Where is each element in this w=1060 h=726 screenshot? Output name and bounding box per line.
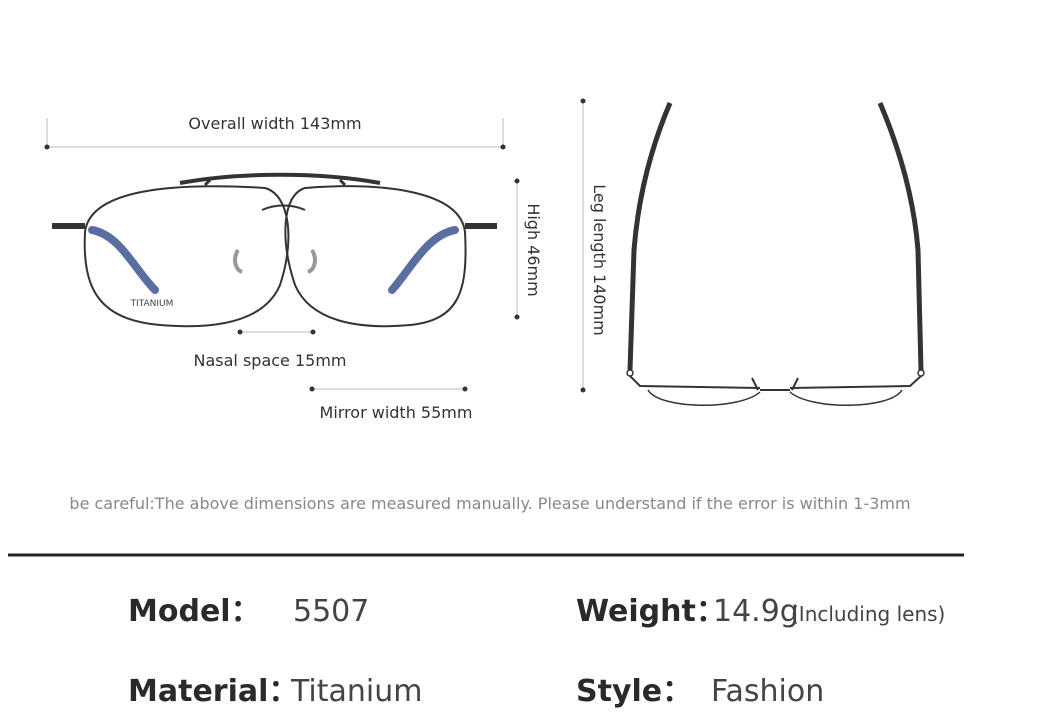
note: be careful:The above dimensions are meas… bbox=[69, 494, 910, 513]
style-label: Style： bbox=[576, 674, 692, 709]
overall-width: Overall width 143mm bbox=[188, 114, 361, 133]
weight-label: Weight： bbox=[576, 594, 726, 629]
leg-length: Leg length 140mm bbox=[590, 184, 609, 336]
dimension-lines bbox=[44, 98, 586, 393]
top-view bbox=[626, 102, 925, 406]
mirror-width: Mirror width 55mm bbox=[320, 403, 473, 422]
style-value: Fashion bbox=[711, 674, 824, 709]
high: High 46mm bbox=[524, 203, 543, 296]
material-value: Titanium bbox=[290, 674, 422, 709]
nasal-space: Nasal space 15mm bbox=[194, 351, 347, 370]
weight-detail: (Including lens) bbox=[791, 602, 945, 626]
model-value: 5507 bbox=[293, 594, 369, 629]
front-view bbox=[52, 172, 497, 328]
weight-value: 14.9g bbox=[713, 594, 799, 629]
model-label: Model： bbox=[128, 594, 261, 629]
lens-mark: TITANIUM bbox=[130, 299, 174, 309]
material-label: Material： bbox=[128, 674, 298, 709]
